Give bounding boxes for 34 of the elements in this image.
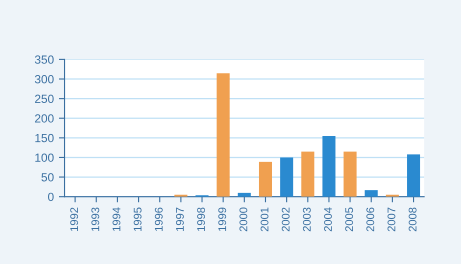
bar (344, 152, 357, 197)
y-tick-label: 0 (48, 192, 54, 202)
bar (216, 73, 230, 197)
x-tick-label: 1997 (176, 208, 184, 231)
y-tick-label: 150 (35, 134, 54, 142)
x-tick-label: 2007 (388, 208, 396, 232)
x-tick-label: 1999 (218, 208, 226, 231)
x-tick-label: 2001 (260, 208, 268, 232)
bar (258, 162, 272, 197)
x-tick-label: 2003 (302, 208, 311, 232)
x-tick-label: 1994 (112, 207, 120, 231)
bar (322, 136, 336, 197)
bar (238, 192, 251, 197)
y-tick-label: 50 (41, 173, 54, 182)
bar (364, 190, 378, 197)
x-tick-label: 1993 (91, 208, 100, 231)
y-tick-label: 350 (34, 55, 54, 64)
y-tick-label: 200 (35, 114, 54, 123)
x-tick-label: 2004 (324, 207, 332, 232)
x-tick-label: 1996 (154, 208, 163, 231)
bar (301, 152, 314, 197)
bar (280, 158, 294, 197)
x-tick-label: 2008 (408, 208, 417, 232)
x-tick-label: 1998 (197, 208, 206, 231)
y-tick-label: 300 (34, 75, 54, 84)
x-tick-label: 2006 (366, 208, 374, 232)
y-tick-label: 100 (35, 153, 54, 162)
x-tick-label: 1992 (70, 208, 78, 231)
x-tick-label: 2000 (239, 208, 248, 232)
x-tick-label: 2005 (345, 208, 354, 232)
x-tick-label: 2002 (282, 208, 290, 232)
bar (407, 154, 420, 197)
x-tick-label: 1995 (134, 208, 142, 231)
y-tick-label: 250 (35, 94, 54, 104)
